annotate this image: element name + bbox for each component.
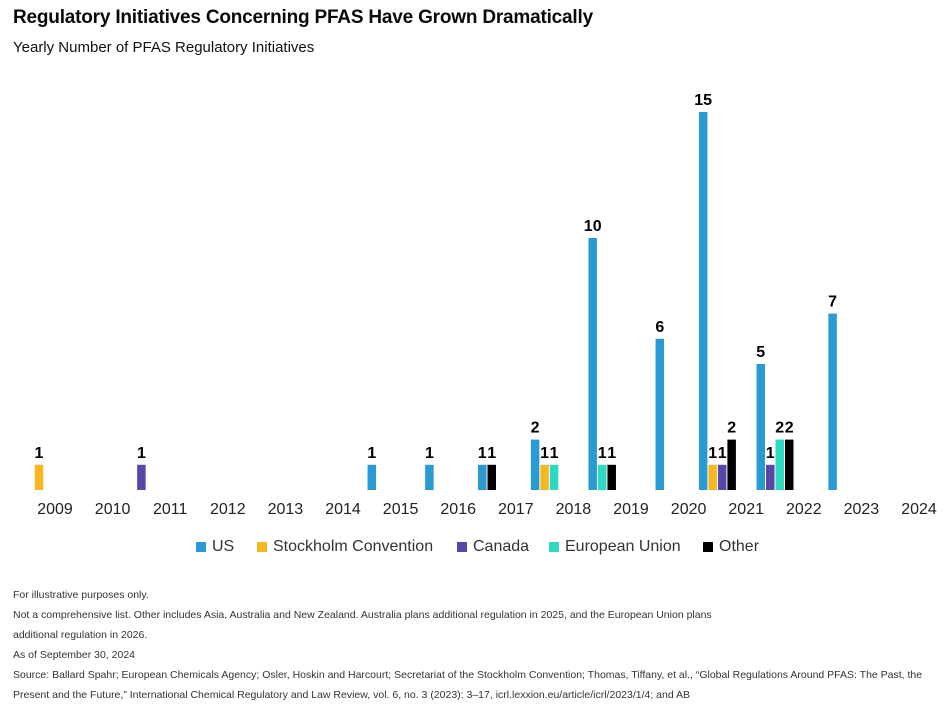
- legend-swatch-other: [703, 542, 713, 552]
- x-tick-2010: 2010: [95, 501, 131, 518]
- bar-us-2021: [698, 112, 708, 490]
- note-as-of: As of September 30, 2024: [13, 649, 135, 661]
- bar-other-2019: [607, 464, 616, 490]
- data-label-stockholm-convention-2021: 1: [708, 445, 717, 462]
- x-tick-2018: 2018: [556, 501, 592, 518]
- bar-european-union-2018: [549, 464, 559, 490]
- legend-item-canada: Canada: [457, 538, 529, 556]
- x-tick-2017: 2017: [498, 501, 534, 518]
- x-tick-2020: 2020: [671, 501, 707, 518]
- x-tick-2015: 2015: [383, 501, 419, 518]
- bar-us-2015: [367, 464, 377, 490]
- note-source2: Present and the Future,” International C…: [13, 689, 691, 701]
- x-tick-2014: 2014: [325, 501, 361, 518]
- data-label-us-2019: 10: [584, 218, 602, 235]
- bar-us-2019: [588, 238, 597, 490]
- x-tick-2012: 2012: [210, 501, 246, 518]
- note-line2: additional regulation in 2026.: [13, 629, 148, 641]
- bar-other-2022: [785, 439, 794, 490]
- legend-label-us: US: [212, 538, 235, 555]
- legend-item-stockholm: Stockholm Convention: [257, 538, 433, 556]
- data-label-us-2020: 6: [655, 319, 664, 336]
- bar-stockholm-convention-2009: [34, 464, 44, 490]
- bar-chart: 2009 2010 2011 2012 2013 2014 2015 2016 2017 2018…: [34, 92, 937, 518]
- legend-swatch-eu: [549, 542, 559, 552]
- x-tick-2011: 2011: [153, 501, 188, 518]
- bar-other-2021: [727, 439, 736, 490]
- bar-canada-2021: [717, 464, 727, 490]
- data-label-us-2022: 5: [756, 344, 765, 361]
- data-label-canada-2022: 1: [766, 445, 775, 462]
- data-label-us-2016: 1: [425, 445, 434, 462]
- bar-canada-2022: [766, 464, 775, 490]
- note-source1: Source: Ballard Spahr; European Chemical…: [13, 669, 923, 681]
- legend-label-other: Other: [719, 538, 760, 555]
- data-label-us-2015: 1: [367, 445, 376, 462]
- legend-swatch-stockholm: [257, 542, 267, 552]
- legend-item-us: US: [196, 538, 234, 556]
- bar-us-2023: [828, 313, 837, 490]
- data-label-other-2022: 2: [785, 420, 794, 437]
- data-label-us-2017: 1: [478, 445, 487, 462]
- chart-subtitle: Yearly Number of PFAS Regulatory Initiat…: [13, 39, 315, 56]
- bar-european-union-2019: [597, 464, 607, 490]
- data-label-european-union-2019: 1: [598, 445, 607, 462]
- data-label-canada-2021: 1: [718, 445, 727, 462]
- x-tick-2009: 2009: [37, 501, 73, 518]
- bar-us-2016: [425, 464, 434, 490]
- note-line1: Not a comprehensive list. Other includes…: [13, 609, 712, 621]
- data-label-us-2023: 7: [828, 294, 837, 311]
- data-label-european-union-2022: 2: [775, 420, 784, 437]
- legend-label-eu: European Union: [565, 538, 681, 555]
- x-tick-2023: 2023: [844, 501, 880, 518]
- bar-other-2017: [487, 464, 496, 490]
- data-label-other-2021: 2: [727, 420, 736, 437]
- data-label-us-2021: 15: [694, 92, 712, 109]
- data-label-stockholm-convention-2018: 1: [540, 445, 549, 462]
- chart-notes: For illustrative purposes only. Not a co…: [13, 585, 938, 705]
- bar-stockholm-convention-2021: [708, 464, 717, 490]
- bar-stockholm-convention-2018: [540, 464, 549, 490]
- bar-us-2020: [655, 338, 665, 490]
- data-label-european-union-2018: 1: [550, 445, 559, 462]
- x-tick-2022: 2022: [786, 501, 822, 518]
- chart-legend: US Stockholm Convention Canada European …: [0, 538, 952, 562]
- bar-european-union-2022: [775, 439, 784, 490]
- data-label-us-2018: 2: [531, 420, 540, 437]
- chart-title: Regulatory Initiatives Concerning PFAS H…: [13, 7, 593, 28]
- bar-us-2017: [478, 464, 487, 490]
- legend-swatch-us: [196, 542, 206, 552]
- note-illustrative: For illustrative purposes only.: [13, 589, 149, 601]
- data-label-other-2019: 1: [607, 445, 616, 462]
- x-tick-2013: 2013: [268, 501, 304, 518]
- data-label-canada-2011: 1: [137, 445, 146, 462]
- x-tick-2021: 2021: [728, 501, 764, 518]
- data-label-stockholm-convention-2009: 1: [35, 445, 44, 462]
- legend-label-canada: Canada: [473, 538, 530, 555]
- x-tick-2024: 2024: [901, 501, 937, 518]
- legend-swatch-canada: [457, 542, 467, 552]
- legend-item-other: Other: [703, 538, 759, 556]
- x-tick-2019: 2019: [613, 501, 649, 518]
- data-label-other-2017: 1: [487, 445, 496, 462]
- x-tick-2016: 2016: [440, 501, 476, 518]
- bar-us-2018: [530, 439, 540, 490]
- legend-item-eu: European Union: [549, 538, 681, 556]
- legend-label-stockholm: Stockholm Convention: [273, 538, 434, 555]
- bar-canada-2011: [137, 464, 146, 490]
- bar-us-2022: [756, 364, 765, 490]
